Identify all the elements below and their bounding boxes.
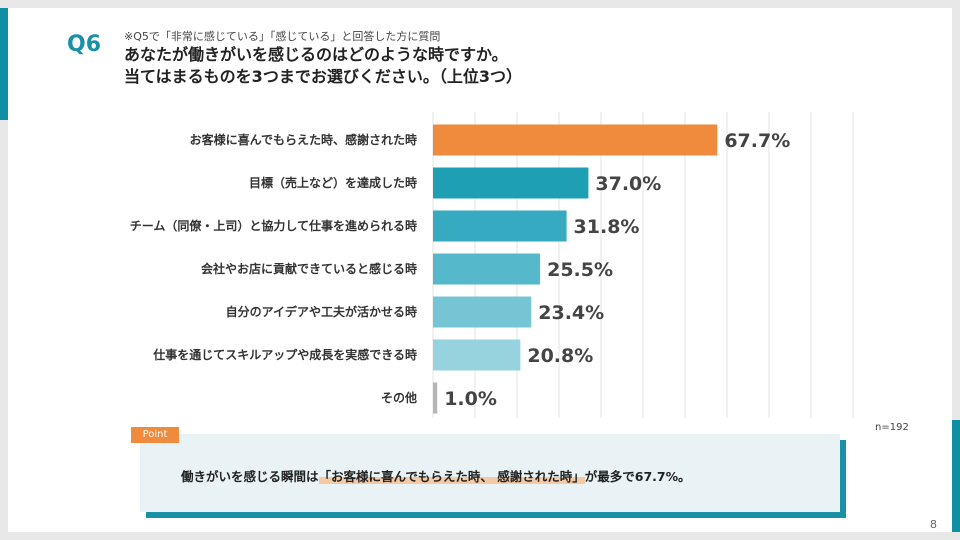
accent-bar-right — [952, 420, 960, 532]
frame-top — [0, 0, 960, 8]
value-label: 31.8% — [574, 216, 640, 238]
category-label: 自分のアイデアや工夫が活かせる時 — [226, 304, 417, 319]
frame-bottom — [0, 532, 960, 540]
category-label: チーム（同僚・上司）と協力して仕事を進められる時 — [130, 218, 417, 233]
frame-left — [0, 8, 8, 540]
value-label: 1.0% — [444, 388, 497, 410]
bar — [433, 339, 521, 371]
value-label: 23.4% — [538, 302, 604, 324]
sample-size: n=192 — [875, 422, 909, 433]
title-line-1: あなたが働きがいを感じるのはどのような時ですか。 — [124, 45, 508, 64]
point-text-highlight: 「お客様に喜んでもらえた時、 感謝された時」 — [318, 469, 585, 484]
bar — [433, 167, 589, 199]
value-label: 37.0% — [595, 173, 661, 195]
point-text: 働きがいを感じる瞬間は「お客様に喜んでもらえた時、 感謝された時」が最多で67.… — [181, 466, 691, 485]
chart-labels: お客様に喜んでもらえた時、感謝された時 67.7% 目標（売上など）を達成した時 37… — [130, 130, 791, 410]
category-label: 目標（売上など）を達成した時 — [249, 175, 417, 190]
category-label: お客様に喜んでもらえた時、感謝された時 — [190, 132, 417, 147]
bar — [433, 124, 718, 156]
page-number: 8 — [930, 518, 937, 531]
category-label: 仕事を通じてスキルアップや成長を実感できる時 — [152, 347, 417, 362]
point-text-after: が最多で67.7%。 — [584, 469, 691, 484]
bar — [433, 210, 567, 242]
point-text-before: 働きがいを感じる瞬間は — [181, 469, 319, 484]
frame-right — [952, 8, 960, 540]
category-label: その他 — [381, 390, 417, 405]
bar — [433, 296, 532, 328]
title-line-2: 当てはまるものを3つまでお選びください。（上位3つ） — [124, 67, 522, 86]
bar — [433, 382, 438, 414]
value-label: 67.7% — [724, 130, 790, 152]
value-label: 20.8% — [527, 345, 593, 367]
bar — [433, 253, 541, 285]
chart-bars — [433, 124, 718, 414]
accent-bar-left — [0, 8, 8, 120]
value-label: 25.5% — [547, 259, 613, 281]
slide-title: あなたが働きがいを感じるのはどのような時ですか。 当てはまるものを3つまでお選び… — [124, 44, 522, 88]
category-label: 会社やお店に貢献できていると感じる時 — [201, 261, 417, 276]
point-tag: Point — [131, 427, 179, 443]
question-label: Q6 — [67, 32, 102, 57]
respondent-note: ※Q5で「非常に感じている」「感じている」と回答した方に質問 — [124, 30, 441, 43]
